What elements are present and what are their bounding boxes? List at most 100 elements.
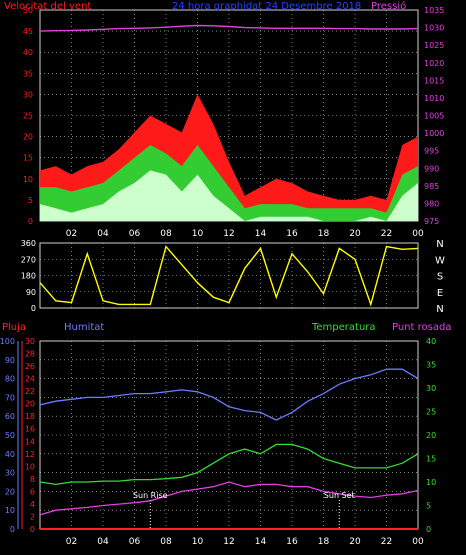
x-tick-label: 04 <box>97 537 109 547</box>
y-tick-label: 2 <box>30 512 35 521</box>
y-tick-label: 990 <box>424 164 439 173</box>
temp-x-axis: 02 04 06 08 10 12 14 16 18 20 22 00 <box>66 537 424 547</box>
y-tick-label: 20 <box>426 431 436 440</box>
y-tick-label: 1020 <box>424 59 444 68</box>
pressure-y-axis: 975 980 985 990 995 1000 1005 1010 1015 1020 1025 1… <box>424 6 444 226</box>
y-tick-label: 28 <box>25 350 35 359</box>
y-tick-label: 40 <box>23 48 33 57</box>
x-tick-label: 08 <box>160 537 172 547</box>
x-tick-label: 20 <box>349 537 361 547</box>
humidity-y-axis: 0 10 20 30 40 50 60 70 80 90 100 <box>0 337 19 534</box>
y-tick-label: 985 <box>424 182 439 191</box>
y-tick-label: 90 <box>5 356 15 365</box>
y-tick-label: 40 <box>426 337 436 346</box>
x-tick-label: 00 <box>412 537 424 547</box>
wind-marks <box>39 24 419 221</box>
dewpoint-label: Punt rosada <box>392 322 451 333</box>
y-tick-label: 40 <box>5 450 15 459</box>
x-tick-label: 18 <box>318 229 330 239</box>
temp-marks: Sun Rise Sun Set <box>39 368 419 530</box>
y-tick-label: 0 <box>28 217 33 226</box>
y-tick-label: 20 <box>5 487 15 496</box>
y-tick-label: 25 <box>23 112 33 121</box>
compass-label: W <box>435 255 445 266</box>
y-tick-label: 30 <box>23 90 33 99</box>
wind-y-axis: 0 5 10 15 20 25 30 35 40 45 50 <box>23 6 33 226</box>
compass-label: S <box>437 272 443 283</box>
compass-label: N <box>436 304 443 315</box>
y-tick-label: 12 <box>25 450 35 459</box>
y-tick-label: 995 <box>424 147 439 156</box>
y-tick-label: 0 <box>30 525 35 534</box>
y-tick-label: 980 <box>424 199 439 208</box>
compass-label: N <box>436 239 443 250</box>
x-tick-label: 12 <box>223 229 234 239</box>
x-tick-label: 22 <box>381 537 392 547</box>
x-tick-label: 22 <box>381 229 392 239</box>
dewpoint-line <box>39 481 419 516</box>
y-tick-label: 10 <box>426 478 436 487</box>
x-tick-label: 10 <box>192 229 204 239</box>
humidity-label: Humitat <box>64 322 104 333</box>
x-tick-label: 10 <box>192 537 204 547</box>
y-tick-label: 1005 <box>424 112 444 121</box>
y-tick-label: 1030 <box>424 24 444 33</box>
temperature-y-axis: 0 5 10 15 20 25 30 35 40 <box>426 337 436 534</box>
x-tick-label: 06 <box>129 537 141 547</box>
y-tick-label: 90 <box>26 288 36 297</box>
y-tick-label: 0 <box>426 525 431 534</box>
compass-label: E <box>437 288 443 299</box>
y-tick-label: 20 <box>23 133 33 142</box>
x-tick-label: 02 <box>66 229 77 239</box>
y-tick-label: 8 <box>30 475 35 484</box>
y-tick-label: 10 <box>5 506 15 515</box>
pressure-line <box>39 24 419 32</box>
y-tick-label: 18 <box>25 412 35 421</box>
y-tick-label: 10 <box>25 462 35 471</box>
x-tick-label: 04 <box>97 229 109 239</box>
y-tick-label: 35 <box>426 361 436 370</box>
y-tick-label: 50 <box>5 431 15 440</box>
wind-min-area <box>40 170 418 221</box>
y-tick-label: 360 <box>21 239 36 248</box>
y-tick-label: 35 <box>23 69 33 78</box>
direction-marks <box>39 245 419 307</box>
y-tick-label: 25 <box>426 408 436 417</box>
y-tick-label: 1015 <box>424 76 444 85</box>
y-tick-label: 22 <box>25 387 35 396</box>
y-tick-label: 15 <box>23 154 33 163</box>
x-tick-label: 20 <box>349 229 361 239</box>
y-tick-label: 50 <box>23 6 33 15</box>
y-tick-label: 5 <box>28 196 33 205</box>
direction-grid <box>40 242 419 309</box>
x-tick-label: 16 <box>286 229 298 239</box>
y-tick-label: 26 <box>25 362 35 371</box>
y-tick-label: 6 <box>30 487 35 496</box>
pressure-label: Pressió <box>371 0 406 12</box>
x-tick-label: 12 <box>223 537 234 547</box>
y-tick-label: 14 <box>25 437 35 446</box>
y-tick-label: 70 <box>5 393 15 402</box>
x-tick-label: 08 <box>160 229 172 239</box>
y-tick-label: 45 <box>23 27 33 36</box>
y-tick-label: 16 <box>25 425 35 434</box>
y-tick-label: 100 <box>0 337 15 346</box>
x-tick-label: 18 <box>318 537 330 547</box>
y-tick-label: 15 <box>426 455 436 464</box>
direction-line <box>39 245 419 307</box>
x-tick-label: 06 <box>129 229 141 239</box>
y-tick-label: 60 <box>5 412 15 421</box>
sun-set-label: Sun Set <box>324 491 355 500</box>
wind-x-axis: 02 04 06 08 10 12 14 16 18 20 22 00 <box>66 229 424 239</box>
wind-speed-label: Velocitat del vent <box>4 1 91 12</box>
y-tick-label: 4 <box>30 500 35 509</box>
y-tick-label: 1025 <box>424 41 444 50</box>
y-tick-label: 10 <box>23 175 33 184</box>
x-tick-label: 14 <box>255 537 267 547</box>
